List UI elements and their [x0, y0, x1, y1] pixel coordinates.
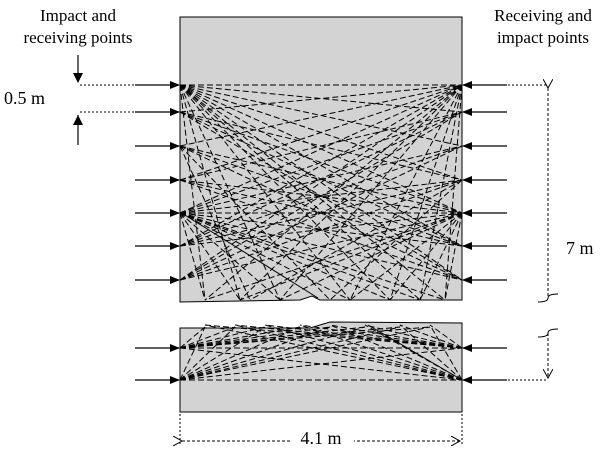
right-impact-arrows	[462, 81, 507, 384]
ray-path	[429, 324, 463, 349]
ray-path	[179, 145, 251, 301]
ray-path	[179, 212, 421, 301]
ray-path	[179, 84, 463, 214]
ray-path	[179, 212, 463, 247]
ray-path	[249, 179, 463, 301]
ray-path	[264, 324, 463, 381]
spacing-label: 0.5 m	[4, 88, 45, 108]
ray-path	[444, 212, 463, 301]
ray-path	[179, 84, 391, 301]
ray-path	[349, 84, 463, 301]
break-mark-icon	[537, 293, 559, 303]
ray-path	[179, 84, 206, 301]
right-heading-line2: impact points	[497, 28, 589, 47]
ray-path	[179, 84, 446, 301]
ray-path	[429, 324, 463, 381]
ray-path	[179, 347, 463, 381]
solid-ray-lower	[367, 324, 463, 381]
ray-path	[179, 326, 431, 381]
ray-path	[179, 84, 351, 301]
ray-path	[179, 111, 463, 214]
ray-path	[419, 212, 463, 301]
ray-path	[179, 326, 301, 381]
ray-path	[179, 212, 206, 301]
ray-path	[329, 324, 463, 381]
ray-path	[179, 84, 463, 113]
ray-path	[279, 84, 463, 301]
ray-path	[239, 84, 463, 301]
left-heading-line2: receiving points	[23, 28, 132, 47]
ray-path	[399, 324, 463, 381]
lower-specimen-block	[179, 321, 463, 413]
width-label: 4.1 m	[300, 428, 341, 448]
height-dimension	[464, 85, 559, 381]
ray-path	[299, 324, 463, 381]
ray-path	[179, 326, 401, 381]
ray-path	[179, 84, 463, 181]
ray-path	[179, 326, 206, 349]
ray-path	[204, 212, 463, 301]
ray-path	[299, 324, 463, 349]
upper-ray-paths	[179, 84, 463, 301]
ray-path	[179, 212, 351, 301]
ray-path	[204, 324, 463, 381]
ray-path	[179, 84, 463, 247]
ray-path	[329, 179, 463, 301]
ray-path	[234, 324, 463, 349]
ray-path	[179, 326, 236, 381]
ray-path	[179, 84, 463, 147]
solid-ray-upper	[179, 211, 319, 299]
ray-path	[239, 212, 463, 301]
ray-path	[179, 212, 463, 281]
ray-path	[399, 324, 463, 349]
left-impact-arrows	[135, 81, 180, 384]
ray-path	[389, 212, 463, 301]
ray-path	[234, 324, 463, 381]
ray-path	[179, 111, 463, 247]
ray-path	[179, 84, 463, 281]
ray-path	[179, 326, 266, 349]
ray-path	[179, 326, 366, 349]
ray-path	[389, 84, 463, 301]
ray-path	[179, 326, 236, 349]
ray-path	[179, 84, 281, 301]
lower-ray-paths	[179, 324, 463, 381]
ray-path	[179, 179, 463, 214]
ray-path	[419, 84, 463, 301]
ray-path	[179, 111, 463, 181]
ray-path	[179, 84, 241, 301]
left-heading-line1: Impact and	[40, 6, 116, 25]
ray-path	[179, 212, 463, 247]
ray-path	[179, 326, 366, 381]
ray-path	[179, 326, 301, 349]
width-dimension	[180, 414, 463, 444]
right-heading-line1: Receiving and	[494, 6, 592, 25]
ray-path	[179, 326, 431, 349]
ray-path	[349, 212, 463, 301]
ray-path	[264, 324, 463, 349]
spacing-dimension	[73, 55, 178, 145]
ray-path	[179, 326, 206, 381]
ray-path	[179, 84, 463, 113]
ray-path	[204, 84, 463, 301]
break-mark-icon	[537, 328, 559, 338]
ray-path	[179, 212, 391, 301]
ray-path	[179, 326, 266, 381]
ray-path	[279, 212, 463, 301]
ray-path	[179, 326, 331, 349]
ray-path	[179, 212, 446, 301]
ray-path	[179, 145, 463, 281]
height-label: 7 m	[566, 238, 594, 258]
